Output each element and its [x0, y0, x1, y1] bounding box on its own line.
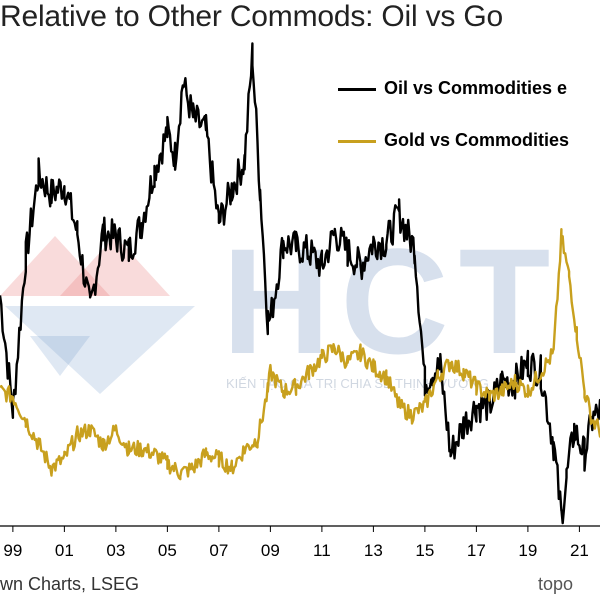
- series-layer: [0, 42, 600, 525]
- x-tick-label: 19: [518, 541, 537, 560]
- x-tick-label: 01: [55, 541, 74, 560]
- legend-swatch-oil: [338, 87, 376, 91]
- legend-label-oil: Oil vs Commodities e: [384, 78, 568, 98]
- legend-swatch-gold: [338, 139, 376, 143]
- x-axis-ticks: 99 01 03 05 07 09 11 13 15 17 19 21: [3, 526, 589, 560]
- source-note: wn Charts, LSEG: [0, 574, 140, 594]
- x-tick-label: 11: [313, 541, 331, 560]
- x-tick-label: 03: [106, 541, 125, 560]
- legend-label-gold: Gold vs Commodities: [384, 130, 570, 150]
- brand-text: topo: [538, 574, 574, 594]
- chart-title: Relative to Other Commods: Oil vs Go: [0, 0, 503, 33]
- x-tick-label: 13: [364, 541, 383, 560]
- x-tick-label: 09: [261, 541, 280, 560]
- series-line-oil: [0, 42, 600, 525]
- series-line-gold: [0, 228, 600, 481]
- x-tick-label: 17: [467, 541, 486, 560]
- legend-item-gold: Gold vs Commodities: [338, 130, 569, 151]
- x-tick-label: 07: [209, 541, 228, 560]
- x-tick-label: 15: [415, 541, 434, 560]
- x-tick-label: 05: [158, 541, 177, 560]
- legend-item-oil: Oil vs Commodities e: [338, 78, 567, 99]
- x-tick-label: 21: [570, 541, 589, 560]
- x-tick-label: 99: [3, 541, 22, 560]
